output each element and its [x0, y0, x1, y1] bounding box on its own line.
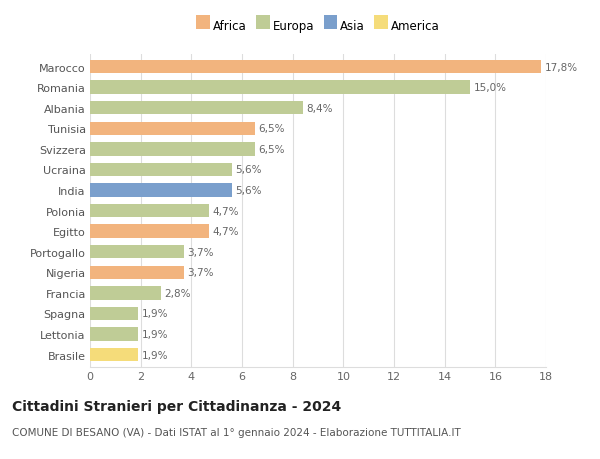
Bar: [90, 61, 541, 74]
Bar: [90, 225, 209, 238]
Bar: [90, 143, 254, 156]
Bar: [90, 81, 470, 95]
Text: 4,7%: 4,7%: [213, 227, 239, 237]
Text: 4,7%: 4,7%: [213, 206, 239, 216]
Text: 17,8%: 17,8%: [545, 62, 578, 73]
Text: 5,6%: 5,6%: [236, 165, 262, 175]
Bar: [90, 307, 138, 320]
Text: 3,7%: 3,7%: [188, 247, 214, 257]
Text: 15,0%: 15,0%: [474, 83, 507, 93]
Bar: [90, 286, 161, 300]
Bar: [90, 246, 184, 259]
Text: 1,9%: 1,9%: [142, 309, 169, 319]
Text: 3,7%: 3,7%: [188, 268, 214, 278]
Bar: [90, 123, 254, 136]
Bar: [90, 163, 232, 177]
Bar: [90, 204, 209, 218]
Text: COMUNE DI BESANO (VA) - Dati ISTAT al 1° gennaio 2024 - Elaborazione TUTTITALIA.: COMUNE DI BESANO (VA) - Dati ISTAT al 1°…: [12, 427, 461, 437]
Bar: [90, 348, 138, 362]
Text: 6,5%: 6,5%: [259, 145, 285, 155]
Text: 1,9%: 1,9%: [142, 330, 169, 339]
Legend: Africa, Europa, Asia, America: Africa, Europa, Asia, America: [194, 17, 442, 35]
Bar: [90, 102, 303, 115]
Text: 6,5%: 6,5%: [259, 124, 285, 134]
Text: Cittadini Stranieri per Cittadinanza - 2024: Cittadini Stranieri per Cittadinanza - 2…: [12, 399, 341, 413]
Bar: [90, 184, 232, 197]
Text: 8,4%: 8,4%: [307, 103, 333, 113]
Bar: [90, 266, 184, 280]
Text: 1,9%: 1,9%: [142, 350, 169, 360]
Text: 5,6%: 5,6%: [236, 185, 262, 196]
Text: 2,8%: 2,8%: [165, 288, 191, 298]
Bar: [90, 328, 138, 341]
